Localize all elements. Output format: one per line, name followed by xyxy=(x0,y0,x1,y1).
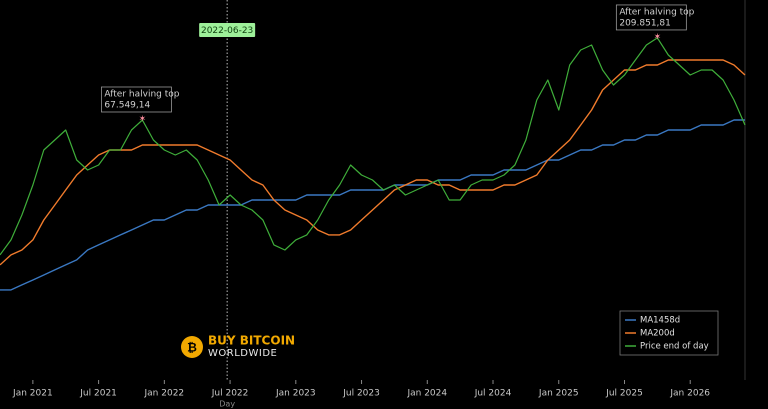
marker-label: 2022-06-23 xyxy=(201,26,253,36)
x-tick-label: Jul 2023 xyxy=(342,389,380,399)
x-tick-label: Jan 2025 xyxy=(538,389,579,399)
x-tick-label: Jan 2026 xyxy=(669,389,710,399)
series-line xyxy=(0,119,745,291)
x-tick-label: Jul 2022 xyxy=(211,389,249,399)
x-axis-label: Day xyxy=(219,400,235,409)
watermark-logo xyxy=(181,336,203,358)
annotation-title: After halving top xyxy=(619,7,694,17)
annotation-value: 67.549,14 xyxy=(104,100,150,110)
legend-label: MA200d xyxy=(640,329,675,339)
annotation-title: After halving top xyxy=(104,89,179,99)
annotation-box xyxy=(101,86,172,113)
x-tick-label: Jan 2022 xyxy=(144,389,185,399)
watermark-logo-glyph: ₿ xyxy=(187,341,197,355)
legend-label: MA1458d xyxy=(640,316,680,326)
annotation-value: 209.851,81 xyxy=(619,18,671,28)
marker-box xyxy=(199,23,256,37)
x-tick-label: Jan 2023 xyxy=(275,389,316,399)
watermark-line: BUY BITCOIN xyxy=(208,334,295,348)
legend-label: Price end of day xyxy=(640,342,709,352)
legend-box xyxy=(619,310,719,356)
x-tick-label: Jan 2024 xyxy=(406,389,447,399)
peak-marker: ✶ xyxy=(139,114,147,124)
x-tick-label: Jan 2021 xyxy=(12,389,53,399)
annotation-box xyxy=(615,4,687,31)
series-line xyxy=(0,37,746,256)
peak-marker: ✶ xyxy=(654,32,662,42)
series-line xyxy=(0,59,746,266)
x-tick-label: Jul 2021 xyxy=(79,389,117,399)
x-tick-label: Jul 2024 xyxy=(474,389,512,399)
x-tick-label: Jul 2025 xyxy=(605,389,643,399)
watermark-line: WORLDWIDE xyxy=(208,348,277,359)
